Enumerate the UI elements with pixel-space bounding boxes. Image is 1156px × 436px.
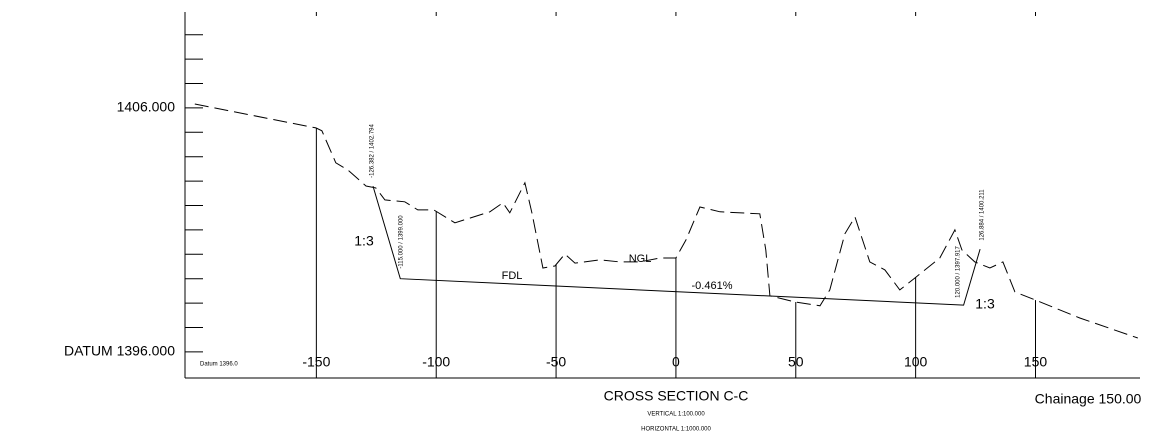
chart-title: CROSS SECTION C-C <box>604 388 749 404</box>
series-label: FDL <box>502 270 523 282</box>
datum-label: Datum 1396.0 <box>200 362 238 368</box>
point-label: 120.000 / 1397.917 <box>956 245 962 297</box>
series-line <box>372 185 981 306</box>
x-tick-label: 0 <box>672 354 680 370</box>
x-tick-label: -100 <box>422 354 450 370</box>
x-tick-label: 100 <box>904 354 928 370</box>
x-tick-label: 150 <box>1024 354 1048 370</box>
annotation: -0.461% <box>692 280 733 292</box>
annotation: 1:3 <box>354 233 374 249</box>
point-label: -115.000 / 1399.000 <box>399 215 405 269</box>
series-line <box>194 103 1138 339</box>
point-label: -126.382 / 1402.794 <box>370 123 376 177</box>
x-tick-label: -50 <box>546 354 566 370</box>
series-label: NGL <box>629 253 652 265</box>
subtitle: VERTICAL 1:100.000 <box>647 412 705 418</box>
y-tick-label: DATUM 1396.000 <box>64 343 175 359</box>
subtitle: HORIZONTAL 1:1000.000 <box>641 427 711 433</box>
x-tick-label: 50 <box>788 354 804 370</box>
point-label: 126.884 / 1400.211 <box>980 189 986 241</box>
chainage-label: Chainage 150.00 <box>1035 391 1142 407</box>
annotation: 1:3 <box>975 296 995 312</box>
y-tick-label: 1406.000 <box>117 99 176 115</box>
x-tick-label: -150 <box>302 354 330 370</box>
